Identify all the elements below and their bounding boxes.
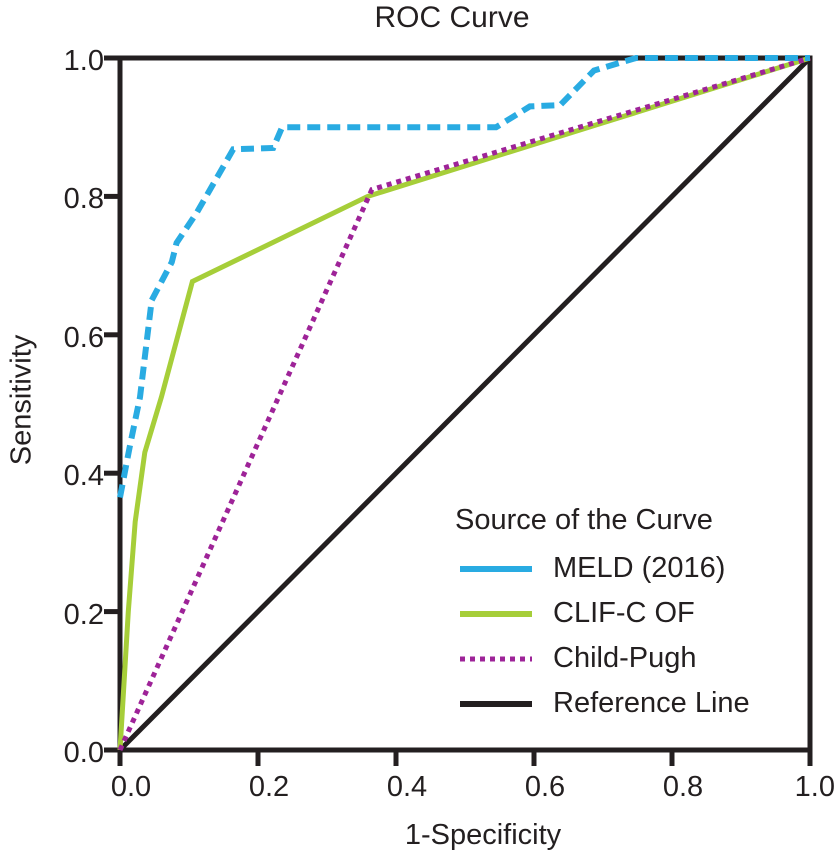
plot-border [117, 55, 813, 753]
x-tick-label: 1.0 [794, 771, 835, 803]
x-tick-label: 0.0 [110, 771, 152, 803]
legend-label: Child-Pugh [553, 642, 697, 674]
legend-item-child-pugh: Child-Pugh [455, 636, 750, 681]
y-tick-label: 1.0 [63, 45, 104, 77]
x-axis-label: 1-Specificity [404, 819, 562, 851]
series-line-reference-line [118, 56, 812, 752]
legend-item-clif-c-of: CLIF-C OF [455, 591, 750, 636]
x-tick-label: 0.6 [524, 771, 566, 803]
legend: Source of the Curve MELD (2016) CLIF-C OF… [455, 503, 750, 726]
legend-swatch-meld-2016 [460, 565, 532, 572]
legend-label: CLIF-C OF [553, 597, 695, 629]
legend-swatch-reference-line [460, 700, 532, 707]
legend-swatch-clif-c-of [460, 610, 532, 617]
x-tick-label: 0.2 [248, 771, 290, 803]
y-tick-label: 0.6 [63, 321, 104, 354]
legend-label: Reference Line [553, 687, 750, 719]
chart-title: ROC Curve [374, 1, 530, 34]
x-tick-label: 0.4 [386, 771, 428, 803]
legend-item-reference-line: Reference Line [455, 681, 750, 726]
y-tick-label: 0.0 [63, 737, 104, 769]
x-tick-label: 0.8 [662, 771, 704, 803]
legend-label: MELD (2016) [553, 552, 726, 584]
legend-swatch-child-pugh [460, 656, 532, 661]
y-tick-label: 0.4 [63, 460, 104, 493]
series-line-child-pugh [117, 55, 811, 752]
legend-item-meld-2016: MELD (2016) [455, 546, 750, 591]
series-line-meld-2016 [117, 55, 810, 498]
series-line-clif-c-of [117, 55, 811, 751]
y-tick-label: 0.8 [63, 183, 104, 216]
y-tick-label: 0.2 [63, 598, 104, 631]
legend-items: MELD (2016) CLIF-C OF Child-Pugh Reference … [455, 546, 750, 726]
legend-title: Source of the Curve [455, 504, 713, 536]
